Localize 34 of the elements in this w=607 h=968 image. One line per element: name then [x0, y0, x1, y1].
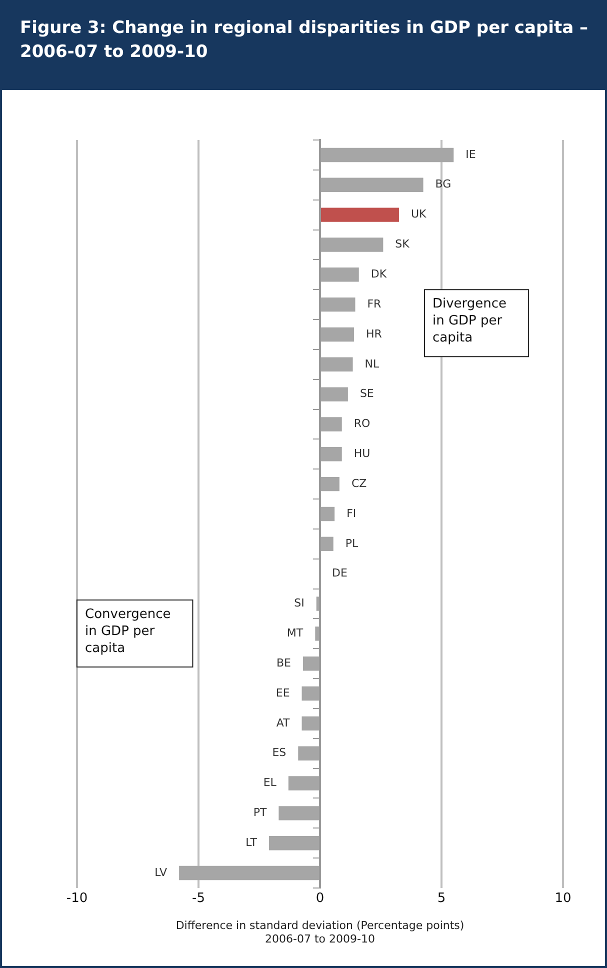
x-tick-label: 0 — [316, 891, 324, 906]
y-tick-label: PT — [253, 806, 267, 820]
y-tick-label: LV — [154, 866, 168, 879]
y-tick-label: IE — [466, 148, 476, 161]
y-tick-label: HR — [366, 327, 382, 340]
y-tick-label: SI — [294, 596, 304, 610]
y-tick-label: EE — [276, 686, 290, 700]
y-tick-label: FI — [346, 506, 356, 520]
chart-title: Figure 3: Change in regional disparities in GDP per capita – 2006-07 to 2009-10 — [0, 0, 607, 88]
y-tick-label: SE — [360, 387, 374, 400]
y-tick-label: UK — [410, 208, 428, 221]
y-tick-label: BE — [276, 656, 292, 670]
y-tick-label: NL — [364, 357, 380, 370]
x-tick-label: 5 — [437, 891, 446, 906]
y-tick-label: AT — [276, 716, 290, 730]
x-axis-title: Difference in standard deviation (Percentage points) 2006-07 to 2009-10 — [176, 919, 464, 946]
y-tick-label: PL — [345, 536, 359, 550]
y-tick-label: EL — [263, 776, 278, 790]
y-tick-label: MT — [286, 626, 304, 640]
y-tick-label: SK — [395, 238, 410, 251]
y-tick-label: ES — [272, 746, 286, 760]
annotation: Divergence in GDP per capita — [432, 296, 507, 346]
annotation: Convergence in GDP per capita — [85, 606, 171, 656]
y-tick-label: FR — [367, 297, 382, 310]
x-tick-label: 10 — [554, 891, 572, 906]
x-tick-label: -5 — [192, 891, 205, 906]
x-tick-label: -10 — [66, 891, 88, 906]
y-tick-label: BG — [435, 178, 452, 191]
y-tick-label: CZ — [351, 476, 368, 490]
y-tick-label: HU — [354, 447, 370, 460]
y-tick-label: RO — [354, 417, 371, 430]
y-tick-label: DE — [332, 566, 348, 580]
y-tick-label: LT — [246, 836, 258, 849]
y-tick-label: DK — [370, 268, 388, 280]
